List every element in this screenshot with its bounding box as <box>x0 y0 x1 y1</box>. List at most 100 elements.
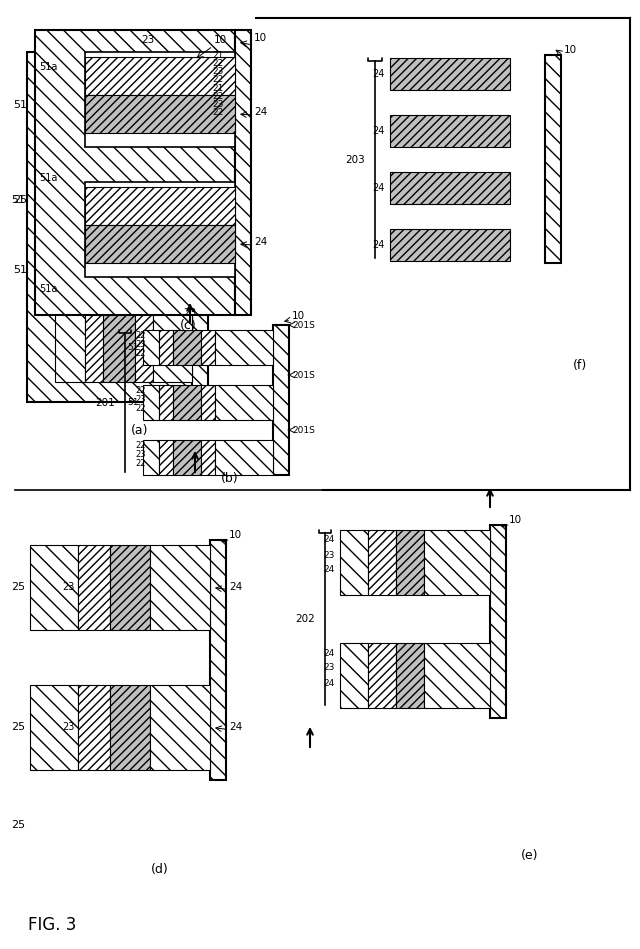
Text: 10: 10 <box>229 530 242 540</box>
Text: 23: 23 <box>136 395 146 403</box>
Text: 203: 203 <box>345 155 365 164</box>
Text: 201S: 201S <box>292 425 315 435</box>
Text: 24: 24 <box>324 679 335 687</box>
Text: 22: 22 <box>136 403 146 413</box>
Text: 24: 24 <box>324 648 335 658</box>
Text: 24: 24 <box>229 583 243 592</box>
Text: (f): (f) <box>573 359 587 371</box>
Bar <box>110 545 150 630</box>
Bar <box>201 385 215 420</box>
Bar <box>368 530 396 595</box>
Text: 23: 23 <box>324 663 335 673</box>
Text: 10: 10 <box>214 35 227 45</box>
Bar <box>30 685 78 770</box>
Bar <box>85 95 235 133</box>
Bar <box>390 115 510 147</box>
Text: 22: 22 <box>136 330 146 340</box>
Text: (b): (b) <box>221 472 239 485</box>
Text: 51a: 51a <box>39 284 57 294</box>
Text: 23: 23 <box>212 100 223 108</box>
Bar <box>135 80 153 158</box>
Text: 24: 24 <box>372 240 385 250</box>
Bar <box>390 172 510 204</box>
Bar <box>545 55 561 263</box>
Bar <box>85 182 235 277</box>
Text: 201S: 201S <box>292 321 315 329</box>
Bar <box>103 80 135 158</box>
Text: 51a: 51a <box>39 173 57 183</box>
Bar <box>424 643 490 708</box>
Text: 10: 10 <box>564 45 577 55</box>
Bar <box>235 30 251 315</box>
Bar <box>150 685 210 770</box>
Text: 25: 25 <box>11 722 25 733</box>
Bar <box>173 440 201 475</box>
Bar <box>153 304 192 382</box>
Text: 10: 10 <box>254 33 267 43</box>
Bar <box>390 58 510 90</box>
Bar <box>368 643 396 708</box>
Text: 24: 24 <box>324 535 335 545</box>
Text: 51: 51 <box>13 265 27 275</box>
Text: 23: 23 <box>136 450 146 458</box>
Bar <box>396 643 424 708</box>
Bar <box>215 440 273 475</box>
Bar <box>55 80 85 158</box>
Bar <box>340 530 368 595</box>
Bar <box>85 187 235 225</box>
Text: (a): (a) <box>131 423 148 437</box>
Text: (e): (e) <box>521 848 539 862</box>
Bar <box>85 192 103 270</box>
Text: 21: 21 <box>212 50 223 60</box>
Bar <box>173 330 201 365</box>
Bar <box>85 80 103 158</box>
Text: 22: 22 <box>212 107 223 117</box>
Bar <box>85 52 235 147</box>
Text: 25: 25 <box>11 583 25 592</box>
Bar <box>215 330 273 365</box>
Text: 10: 10 <box>292 311 305 321</box>
Bar <box>85 304 103 382</box>
Text: 51a: 51a <box>39 62 57 72</box>
Bar <box>424 530 490 595</box>
Bar <box>55 192 85 270</box>
Bar <box>78 545 110 630</box>
Bar <box>201 440 215 475</box>
Bar <box>135 304 153 382</box>
Bar <box>201 330 215 365</box>
Bar <box>103 304 135 382</box>
Bar <box>159 440 173 475</box>
Bar <box>390 229 510 261</box>
Text: 22: 22 <box>136 458 146 468</box>
Text: 51: 51 <box>127 343 139 352</box>
Bar <box>159 385 173 420</box>
Text: 22: 22 <box>136 440 146 450</box>
Text: 201S: 201S <box>292 370 315 380</box>
Text: 10: 10 <box>509 515 522 525</box>
Bar <box>340 643 368 708</box>
Text: 51: 51 <box>13 100 27 110</box>
Bar <box>159 330 173 365</box>
Bar <box>35 30 235 315</box>
Bar <box>215 385 273 420</box>
Bar <box>143 440 159 475</box>
Text: 22: 22 <box>136 385 146 395</box>
Text: 25: 25 <box>11 820 25 830</box>
Text: 25: 25 <box>13 195 27 205</box>
Bar <box>110 685 150 770</box>
Text: 24: 24 <box>229 722 243 733</box>
Bar <box>192 52 208 402</box>
Text: 22: 22 <box>212 75 223 84</box>
Text: 23: 23 <box>212 66 223 76</box>
Text: (c): (c) <box>180 319 196 331</box>
Bar <box>103 192 135 270</box>
Bar <box>150 545 210 630</box>
Text: 202: 202 <box>295 614 315 624</box>
Bar <box>143 330 159 365</box>
Bar <box>85 225 235 263</box>
Text: 23: 23 <box>63 722 75 733</box>
Text: 24: 24 <box>254 237 268 247</box>
Bar <box>153 192 192 270</box>
Text: 23: 23 <box>324 550 335 560</box>
Text: 21: 21 <box>212 84 223 92</box>
